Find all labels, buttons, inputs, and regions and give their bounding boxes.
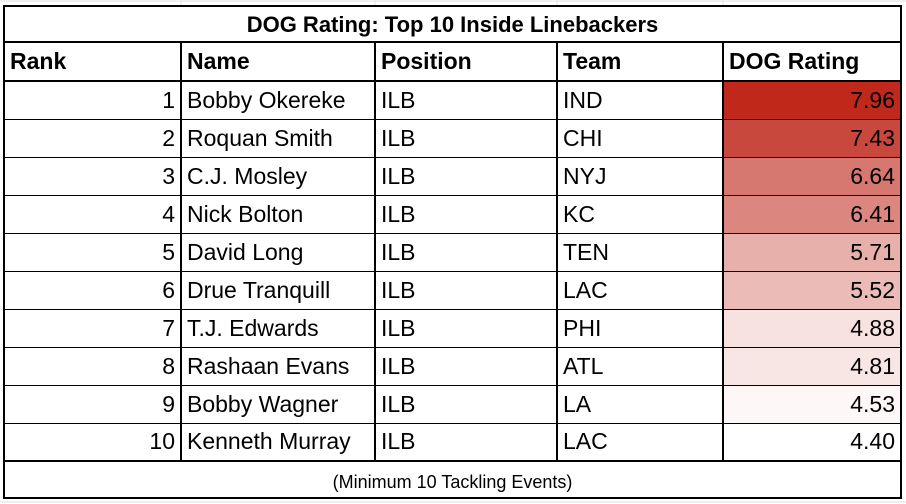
position-cell[interactable]: ILB [375, 81, 558, 120]
team-cell[interactable]: LAC [557, 423, 724, 462]
header-row: Rank Name Position Team DOG Rating [5, 43, 900, 82]
position-cell[interactable]: ILB [375, 233, 558, 272]
position-cell[interactable]: ILB [375, 195, 558, 234]
player-name-cell[interactable]: T.J. Edwards [181, 309, 376, 348]
column-header-rank[interactable]: Rank [5, 43, 182, 82]
team-cell[interactable]: IND [557, 81, 724, 120]
rank-cell[interactable]: 3 [5, 157, 182, 196]
rank-cell[interactable]: 6 [5, 271, 182, 310]
rank-cell[interactable]: 9 [5, 385, 182, 424]
dog-rating-cell[interactable]: 5.52 [723, 271, 900, 310]
rank-cell[interactable]: 2 [5, 119, 182, 158]
dog-rating-cell[interactable]: 7.96 [723, 81, 900, 120]
table-row: 5 David Long ILB TEN 5.71 [5, 233, 900, 272]
team-cell[interactable]: LA [557, 385, 724, 424]
team-cell[interactable]: TEN [557, 233, 724, 272]
table-title: DOG Rating: Top 10 Inside Linebackers [5, 7, 900, 43]
position-cell[interactable]: ILB [375, 271, 558, 310]
rank-cell[interactable]: 8 [5, 347, 182, 386]
player-name-cell[interactable]: Nick Bolton [181, 195, 376, 234]
dog-rating-cell[interactable]: 5.71 [723, 233, 900, 272]
player-name-cell[interactable]: Rashaan Evans [181, 347, 376, 386]
position-cell[interactable]: ILB [375, 423, 558, 462]
column-header-position[interactable]: Position [375, 43, 558, 82]
rank-cell[interactable]: 7 [5, 309, 182, 348]
footnote: (Minimum 10 Tackling Events) [332, 472, 573, 492]
table-row: 4 Nick Bolton ILB KC 6.41 [5, 195, 900, 234]
team-cell[interactable]: NYJ [557, 157, 724, 196]
table-row: 9 Bobby Wagner ILB LA 4.53 [5, 385, 900, 424]
position-cell[interactable]: ILB [375, 347, 558, 386]
ratings-table-frame: DOG Rating: Top 10 Inside Linebackers Ra… [3, 5, 902, 499]
position-cell[interactable]: ILB [375, 385, 558, 424]
table-row: 10 Kenneth Murray ILB LAC 4.40 [5, 423, 900, 462]
dog-rating-cell[interactable]: 7.43 [723, 119, 900, 158]
table-row: 7 T.J. Edwards ILB PHI 4.88 [5, 309, 900, 348]
table-row: 3 C.J. Mosley ILB NYJ 6.64 [5, 157, 900, 196]
position-cell[interactable]: ILB [375, 119, 558, 158]
dog-rating-cell[interactable]: 4.40 [723, 423, 900, 462]
column-header-dog-rating[interactable]: DOG Rating [723, 43, 900, 82]
dog-rating-cell[interactable]: 4.88 [723, 309, 900, 348]
rank-cell[interactable]: 1 [5, 81, 182, 120]
team-cell[interactable]: ATL [557, 347, 724, 386]
player-name-cell[interactable]: Roquan Smith [181, 119, 376, 158]
column-header-team[interactable]: Team [557, 43, 724, 82]
player-name-cell[interactable]: Kenneth Murray [181, 423, 376, 462]
team-cell[interactable]: PHI [557, 309, 724, 348]
team-cell[interactable]: CHI [557, 119, 724, 158]
rank-cell[interactable]: 4 [5, 195, 182, 234]
dog-rating-cell[interactable]: 6.41 [723, 195, 900, 234]
player-name-cell[interactable]: Bobby Wagner [181, 385, 376, 424]
position-cell[interactable]: ILB [375, 157, 558, 196]
rank-cell[interactable]: 5 [5, 233, 182, 272]
ratings-table: Rank Name Position Team DOG Rating 1 Bobb… [5, 43, 900, 462]
team-cell[interactable]: KC [557, 195, 724, 234]
position-cell[interactable]: ILB [375, 309, 558, 348]
team-cell[interactable]: LAC [557, 271, 724, 310]
table-row: 2 Roquan Smith ILB CHI 7.43 [5, 119, 900, 158]
rank-cell[interactable]: 10 [5, 423, 182, 462]
table-row: 8 Rashaan Evans ILB ATL 4.81 [5, 347, 900, 386]
player-name-cell[interactable]: Drue Tranquill [181, 271, 376, 310]
dog-rating-cell[interactable]: 4.53 [723, 385, 900, 424]
table-body: 1 Bobby Okereke ILB IND 7.96 2 Roquan Smith ILB… [5, 81, 900, 462]
column-header-name[interactable]: Name [181, 43, 376, 82]
table-row: 6 Drue Tranquill ILB LAC 5.52 [5, 271, 900, 310]
player-name-cell[interactable]: C.J. Mosley [181, 157, 376, 196]
dog-rating-cell[interactable]: 6.64 [723, 157, 900, 196]
table-row: 1 Bobby Okereke ILB IND 7.96 [5, 81, 900, 120]
player-name-cell[interactable]: David Long [181, 233, 376, 272]
dog-rating-cell[interactable]: 4.81 [723, 347, 900, 386]
player-name-cell[interactable]: Bobby Okereke [181, 81, 376, 120]
